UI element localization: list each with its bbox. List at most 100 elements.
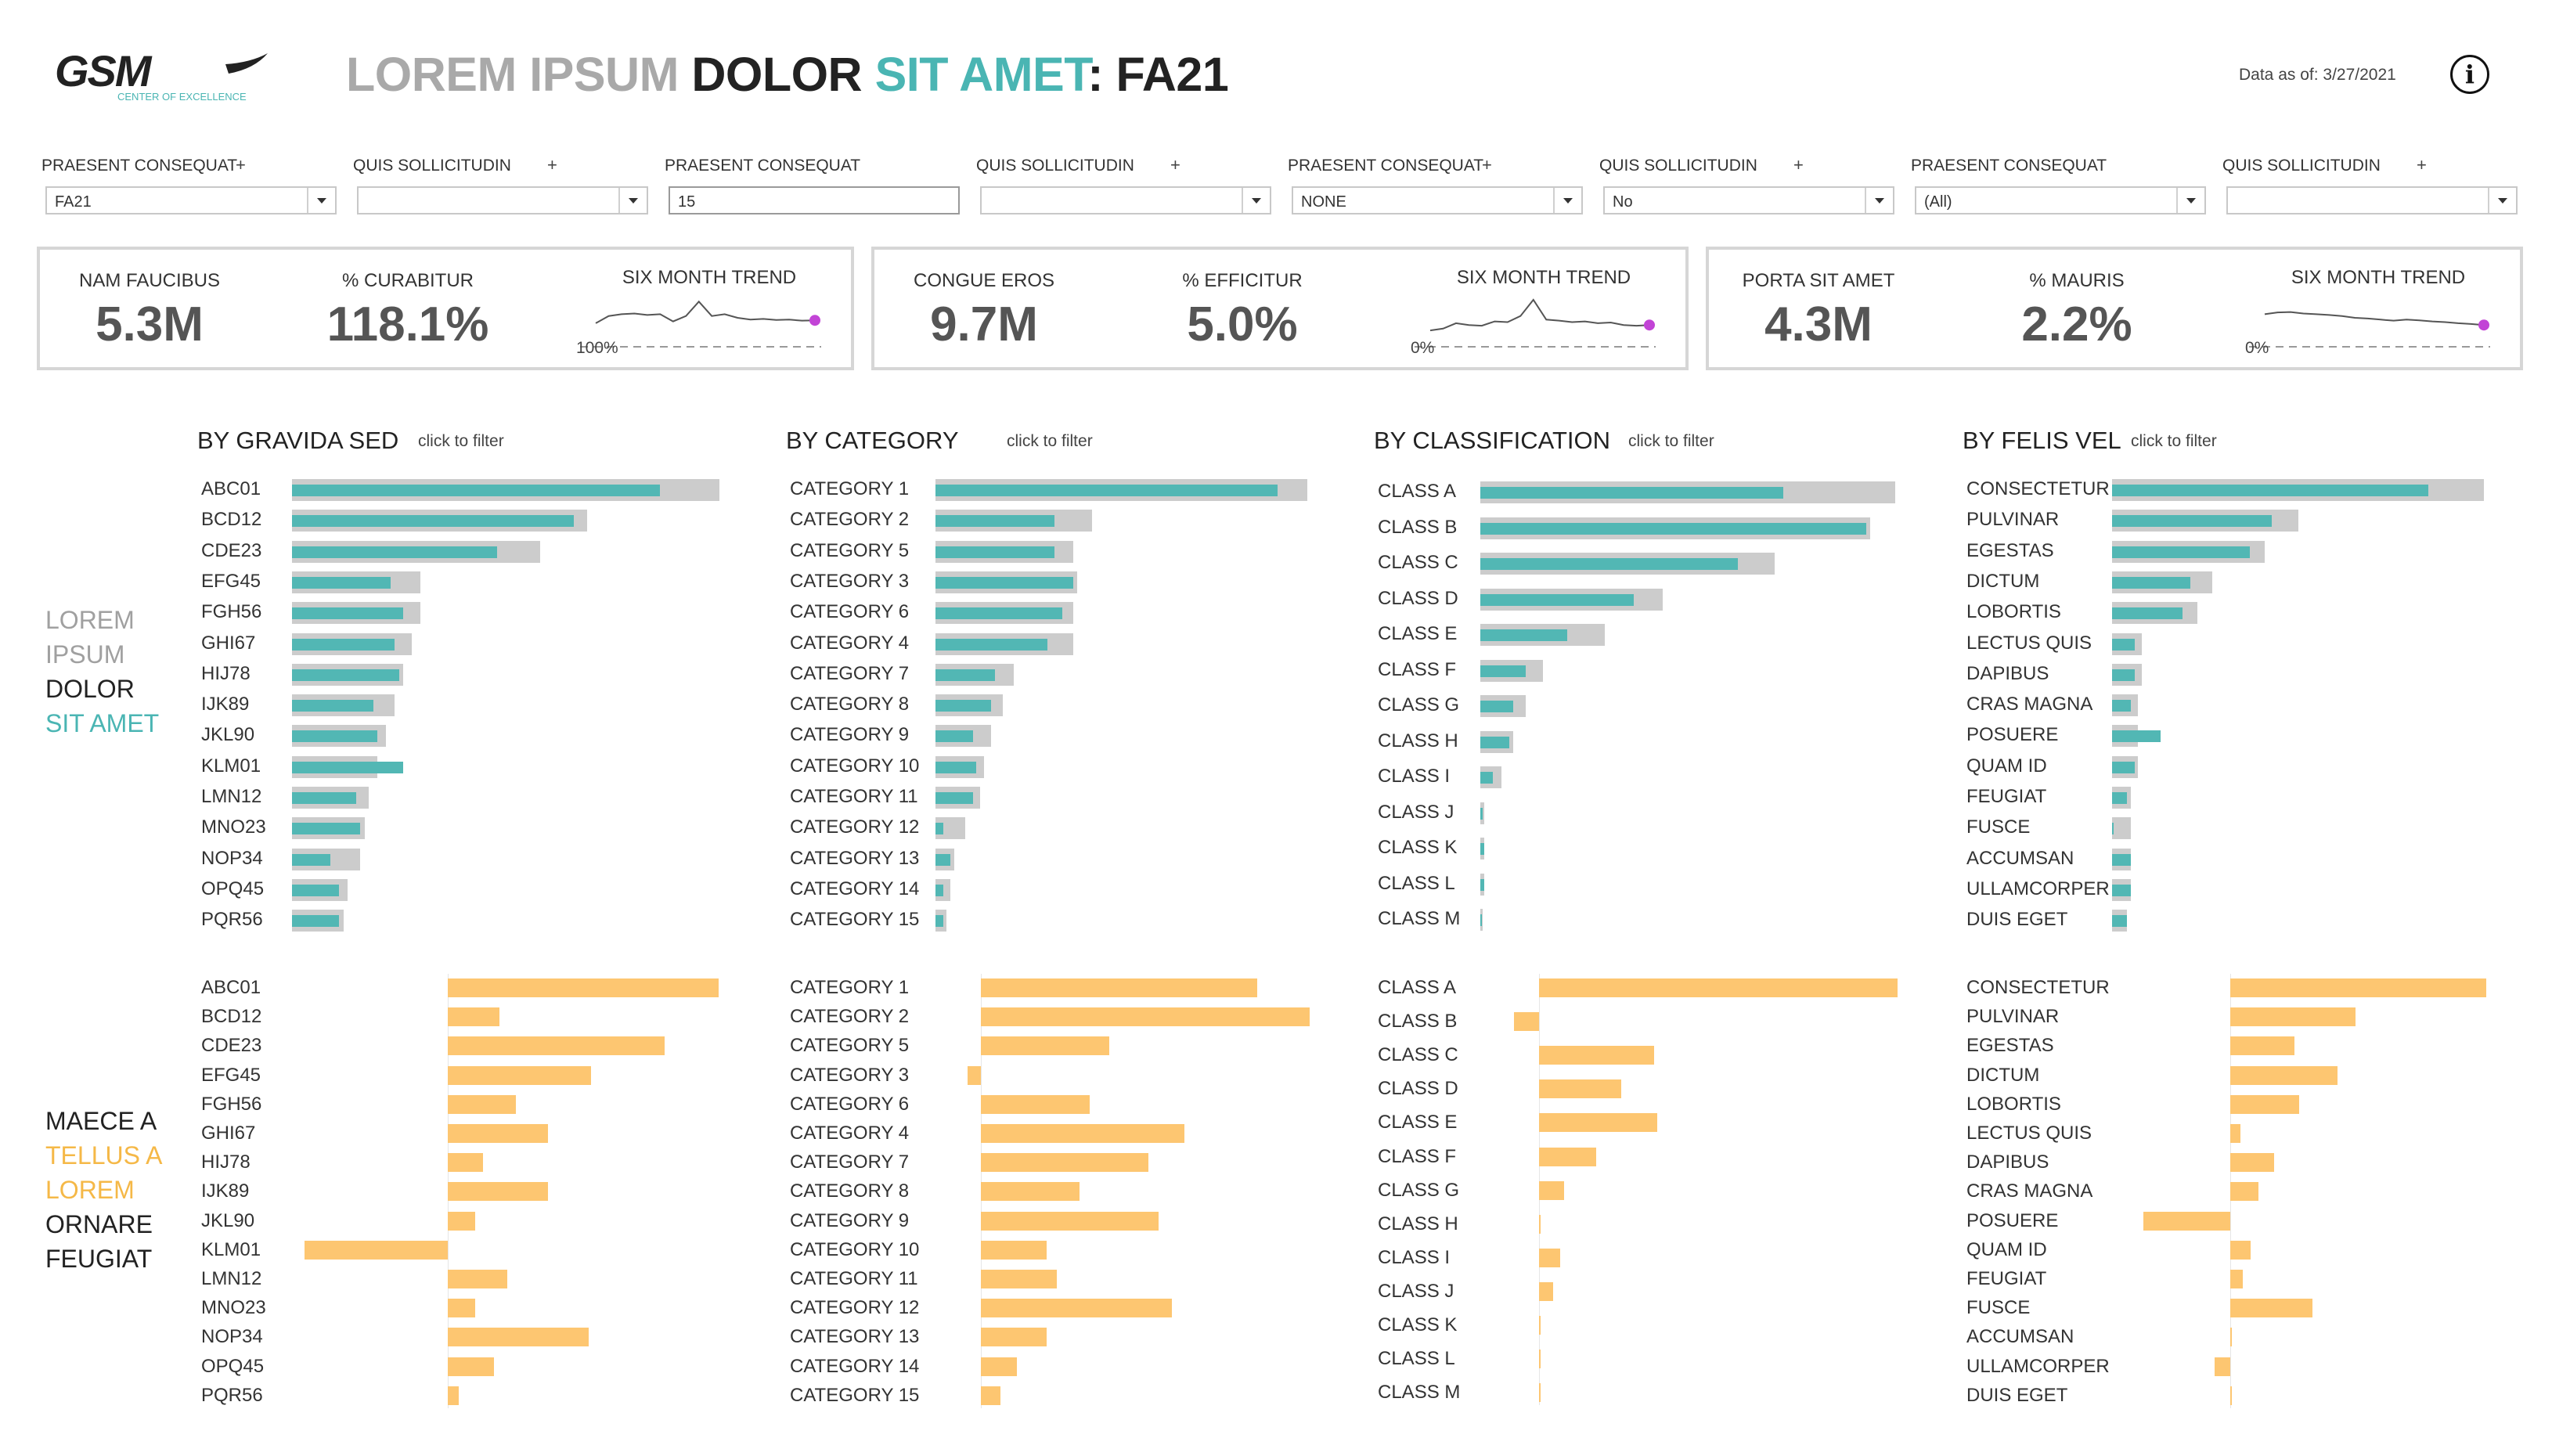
- bar-label[interactable]: ACCUMSAN: [1966, 847, 2074, 869]
- diverging-bar[interactable]: [1539, 1180, 1565, 1200]
- diverging-bar[interactable]: [981, 1240, 1047, 1260]
- value-bar[interactable]: [1480, 701, 1514, 712]
- value-bar[interactable]: [2112, 669, 2135, 681]
- value-bar[interactable]: [2112, 576, 2190, 589]
- bar-label[interactable]: CRAS MAGNA: [1966, 1180, 2093, 1202]
- value-bar[interactable]: [292, 515, 575, 528]
- value-bar[interactable]: [1480, 736, 1510, 748]
- bar-label[interactable]: DAPIBUS: [1966, 662, 2049, 684]
- bar-label[interactable]: CATEGORY 11: [790, 786, 918, 807]
- bar-label[interactable]: EGESTAS: [1966, 1035, 2054, 1057]
- bar-label[interactable]: CRAS MAGNA: [1966, 694, 2093, 715]
- bar-label[interactable]: CATEGORY 4: [790, 1123, 910, 1144]
- value-bar[interactable]: [935, 669, 995, 681]
- bar-label[interactable]: CLASS E: [1378, 623, 1458, 644]
- bar-label[interactable]: CATEGORY 7: [790, 662, 910, 684]
- value-bar[interactable]: [2112, 638, 2135, 651]
- value-bar[interactable]: [1480, 593, 1635, 606]
- bar-label[interactable]: CATEGORY 3: [790, 1064, 910, 1086]
- chevron-down-icon[interactable]: [1242, 188, 1270, 213]
- bar-label[interactable]: CATEGORY 5: [790, 1035, 910, 1057]
- value-bar[interactable]: [1480, 558, 1738, 570]
- bar-label[interactable]: CLASS G: [1378, 694, 1460, 715]
- diverging-bar[interactable]: [2143, 1211, 2230, 1231]
- diverging-bar[interactable]: [1539, 1281, 1554, 1301]
- value-bar[interactable]: [1480, 629, 1568, 641]
- bar-label[interactable]: CATEGORY 4: [790, 632, 910, 654]
- value-bar[interactable]: [2112, 915, 2127, 928]
- diverging-bar[interactable]: [448, 1328, 589, 1347]
- total-bar[interactable]: [2112, 817, 2131, 840]
- value-bar[interactable]: [1480, 843, 1485, 855]
- diverging-bar[interactable]: [448, 1270, 508, 1288]
- filter-dropdown[interactable]: [980, 186, 1271, 214]
- diverging-bar[interactable]: [981, 1386, 1001, 1405]
- diverging-bar[interactable]: [981, 978, 1257, 997]
- bar-label[interactable]: ULLAMCORPER: [1966, 1355, 2110, 1377]
- value-bar[interactable]: [935, 853, 950, 866]
- diverging-bar[interactable]: [981, 1007, 1310, 1027]
- diverging-bar[interactable]: [1539, 1046, 1654, 1065]
- value-bar[interactable]: [292, 915, 340, 928]
- filter-expand-icon[interactable]: +: [547, 155, 557, 175]
- click-to-filter-hint[interactable]: click to filter: [418, 432, 504, 450]
- filter-expand-icon[interactable]: +: [236, 155, 246, 175]
- diverging-bar[interactable]: [981, 1036, 1109, 1056]
- bar-label[interactable]: CLASS D: [1378, 1078, 1458, 1100]
- diverging-bar[interactable]: [2230, 1299, 2312, 1318]
- value-bar[interactable]: [1480, 914, 1482, 926]
- bar-label[interactable]: LOBORTIS: [1966, 1093, 2061, 1115]
- bar-label[interactable]: CLASS L: [1378, 872, 1455, 894]
- value-bar[interactable]: [2112, 607, 2183, 620]
- diverging-bar[interactable]: [981, 1357, 1018, 1376]
- bar-label[interactable]: CLASS H: [1378, 1213, 1458, 1234]
- diverging-bar[interactable]: [981, 1270, 1057, 1288]
- bar-label[interactable]: CONSECTETUR: [1966, 478, 2110, 499]
- bar-label[interactable]: CATEGORY 1: [790, 478, 910, 499]
- bar-label[interactable]: CDE23: [201, 539, 262, 561]
- value-bar[interactable]: [292, 607, 403, 620]
- bar-label[interactable]: CATEGORY 10: [790, 1238, 920, 1260]
- bar-label[interactable]: POSUERE: [1966, 1209, 2059, 1231]
- bar-label[interactable]: LECTUS QUIS: [1966, 632, 2092, 654]
- bar-label[interactable]: FUSCE: [1966, 816, 2031, 838]
- bar-label[interactable]: CATEGORY 9: [790, 1209, 910, 1231]
- value-bar[interactable]: [935, 607, 1062, 620]
- diverging-bar[interactable]: [968, 1065, 981, 1085]
- bar-label[interactable]: PQR56: [201, 909, 263, 931]
- bar-label[interactable]: CLASS M: [1378, 1382, 1461, 1404]
- diverging-bar[interactable]: [981, 1299, 1172, 1318]
- value-bar[interactable]: [292, 700, 373, 712]
- bar-label[interactable]: CLASS K: [1378, 1314, 1458, 1335]
- bar-label[interactable]: ACCUMSAN: [1966, 1326, 2074, 1348]
- bar-label[interactable]: CATEGORY 14: [790, 1355, 920, 1377]
- bar-label[interactable]: CLASS J: [1378, 801, 1454, 823]
- bar-label[interactable]: KLM01: [201, 1238, 261, 1260]
- bar-label[interactable]: HIJ78: [201, 662, 251, 684]
- bar-label[interactable]: LMN12: [201, 786, 262, 807]
- diverging-bar[interactable]: [2230, 978, 2486, 997]
- diverging-bar[interactable]: [1539, 1350, 1541, 1369]
- diverging-bar[interactable]: [1539, 1147, 1597, 1166]
- bar-label[interactable]: GHI67: [201, 1123, 256, 1144]
- bar-label[interactable]: POSUERE: [1966, 724, 2059, 746]
- bar-label[interactable]: JKL90: [201, 724, 255, 746]
- chevron-down-icon[interactable]: [2488, 188, 2516, 213]
- bar-label[interactable]: CLASS I: [1378, 766, 1451, 787]
- diverging-bar[interactable]: [2230, 1386, 2232, 1405]
- diverging-bar[interactable]: [448, 1007, 499, 1027]
- diverging-bar[interactable]: [2230, 1007, 2356, 1027]
- diverging-bar[interactable]: [2230, 1153, 2274, 1173]
- bar-label[interactable]: FUSCE: [1966, 1297, 2031, 1319]
- bar-label[interactable]: PULVINAR: [1966, 1006, 2060, 1028]
- bar-label[interactable]: CLASS C: [1378, 1044, 1458, 1066]
- filter-expand-icon[interactable]: +: [2417, 155, 2427, 175]
- value-bar[interactable]: [935, 884, 943, 896]
- bar-label[interactable]: FGH56: [201, 601, 262, 623]
- bar-label[interactable]: CLASS H: [1378, 730, 1458, 751]
- filter-expand-icon[interactable]: +: [1793, 155, 1804, 175]
- diverging-bar[interactable]: [448, 1036, 665, 1056]
- bar-label[interactable]: IJK89: [201, 694, 250, 715]
- bar-label[interactable]: CATEGORY 1: [790, 977, 910, 998]
- bar-label[interactable]: DICTUM: [1966, 1064, 2040, 1086]
